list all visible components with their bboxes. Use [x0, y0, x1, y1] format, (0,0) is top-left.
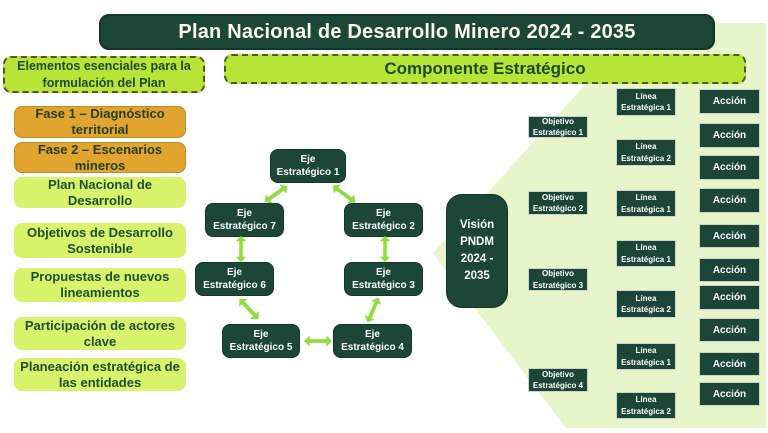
left-item-fase-1: Fase 1 – Diagnóstico territorial — [14, 106, 186, 138]
linea-estrategica-box-6: Línea Estratégica 1 — [616, 343, 676, 370]
left-item-plan-nacional: Plan Nacional de Desarrollo — [14, 177, 186, 208]
accion-box-4: Acción — [699, 188, 760, 213]
accion-box-9: Acción — [699, 352, 760, 376]
left-item-participacion: Participación de actores clave — [14, 317, 186, 350]
double-arrow-icon — [379, 236, 391, 262]
eje-estrategico-1-node: Eje Estratégico 1 — [270, 149, 346, 183]
accion-box-3: Acción — [699, 155, 760, 180]
accion-box-10: Acción — [699, 382, 760, 406]
linea-estrategica-box-3: Línea Estratégica 1 — [616, 190, 676, 217]
eje-estrategico-4-node: Eje Estratégico 4 — [333, 324, 412, 358]
accion-box-1: Acción — [699, 89, 760, 114]
eje-estrategico-2-node: Eje Estratégico 2 — [344, 203, 423, 237]
accion-box-6: Acción — [699, 258, 760, 282]
linea-estrategica-box-2: Línea Estratégica 2 — [616, 139, 676, 166]
left-item-planeacion: Planeación estratégica de las entidades — [14, 358, 186, 391]
double-arrow-icon — [264, 184, 288, 204]
eje-estrategico-7-node: Eje Estratégico 7 — [205, 203, 284, 237]
double-arrow-icon — [304, 335, 332, 347]
accion-box-5: Acción — [699, 224, 760, 248]
linea-estrategica-box-1: Línea Estratégica 1 — [616, 88, 676, 116]
vision-pndm-box: Visión PNDM 2024 - 2035 — [446, 194, 508, 308]
left-item-fase-2: Fase 2 – Escenarios mineros — [14, 142, 186, 173]
left-panel-header: Elementos esenciales para la formulación… — [3, 56, 205, 93]
left-item-propuestas: Propuestas de nuevos lineamientos — [14, 268, 186, 302]
objetivo-estrategico-1-box: Objetivo Estratégico 1 — [528, 116, 588, 138]
objetivo-estrategico-2-box: Objetivo Estratégico 2 — [528, 191, 588, 215]
objetivo-estrategico-3-box: Objetivo Estratégico 3 — [528, 268, 588, 291]
linea-estrategica-box-7: Línea Estratégica 2 — [616, 392, 676, 419]
eje-estrategico-3-node: Eje Estratégico 3 — [344, 262, 423, 296]
objetivo-estrategico-4-box: Objetivo Estratégico 4 — [528, 368, 588, 392]
accion-box-7: Acción — [699, 285, 760, 310]
double-arrow-icon — [235, 236, 247, 262]
double-arrow-icon — [332, 184, 356, 204]
eje-estrategico-6-node: Eje Estratégico 6 — [195, 262, 274, 296]
accion-box-8: Acción — [699, 318, 760, 342]
double-arrow-icon — [239, 298, 259, 320]
eje-estrategico-5-node: Eje Estratégico 5 — [222, 324, 300, 358]
accion-box-2: Acción — [699, 123, 760, 148]
left-item-ods: Objetivos de Desarrollo Sostenible — [14, 223, 186, 258]
double-arrow-icon — [364, 297, 382, 323]
linea-estrategica-box-4: Línea Estratégica 1 — [616, 240, 676, 267]
strategic-component-header: Componente Estratégico — [224, 54, 746, 84]
page-title: Plan Nacional de Desarrollo Minero 2024 … — [99, 14, 715, 50]
linea-estrategica-box-5: Línea Estratégica 2 — [616, 290, 676, 318]
